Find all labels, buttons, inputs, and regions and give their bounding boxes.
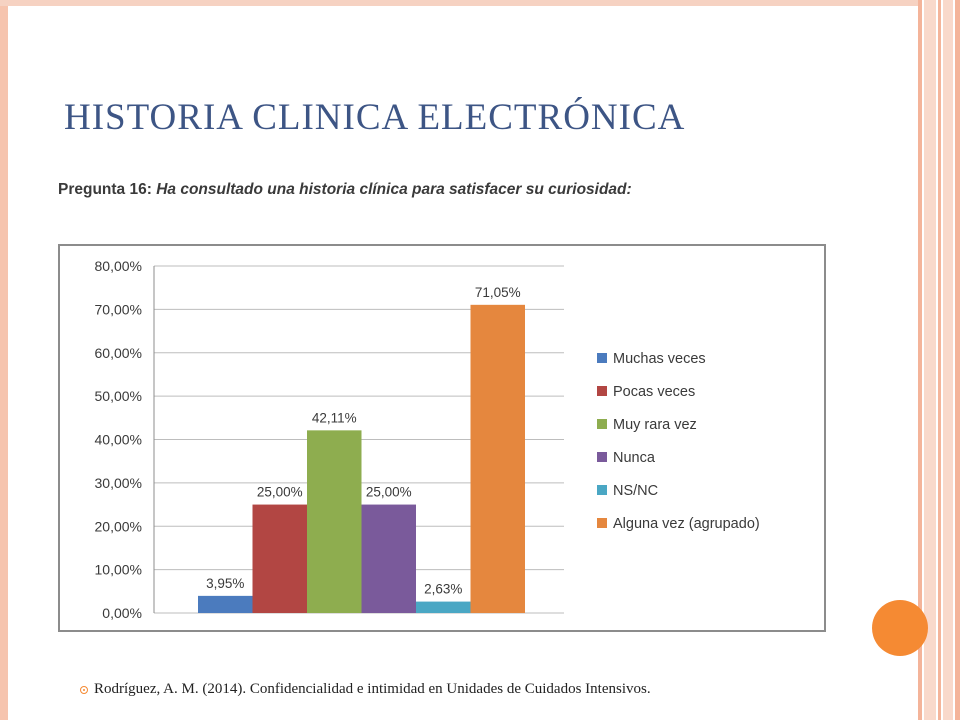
legend-swatch [597, 452, 607, 462]
legend-label: Muchas veces [613, 351, 706, 367]
question-line: Pregunta 16: Ha consultado una historia … [58, 181, 632, 199]
data-label: 25,00% [257, 485, 303, 500]
data-label: 2,63% [424, 582, 462, 597]
data-label: 3,95% [206, 576, 244, 591]
y-tick-label: 40,00% [95, 432, 142, 448]
slide-frame-top [0, 0, 920, 6]
decorative-circle [872, 600, 928, 656]
y-tick-label: 10,00% [95, 562, 142, 578]
y-tick-label: 20,00% [95, 518, 142, 534]
data-label: 42,11% [312, 410, 357, 425]
legend-label: Pocas veces [613, 384, 695, 400]
citation-text: Rodríguez, A. M. (2014). Confidencialida… [94, 681, 651, 697]
data-label: 25,00% [366, 485, 412, 500]
legend-swatch [597, 386, 607, 396]
legend-swatch [597, 485, 607, 495]
question-text: Ha consultado una historia clínica para … [156, 181, 632, 198]
y-tick-label: 80,00% [95, 258, 142, 274]
y-tick-label: 50,00% [95, 388, 142, 404]
bar [307, 430, 362, 613]
y-tick-label: 70,00% [95, 301, 142, 317]
bullet-icon [80, 686, 88, 694]
y-tick-label: 0,00% [102, 605, 142, 621]
slide-frame-left [0, 0, 8, 720]
legend-label: NS/NC [613, 483, 658, 499]
legend-swatch [597, 419, 607, 429]
legend-label: Nunca [613, 450, 656, 466]
legend-label: Alguna vez (agrupado) [613, 516, 760, 532]
slide-title: HISTORIA CLINICA ELECTRÓNICA [64, 97, 686, 138]
bar-chart: 0,00% 10,00% 20,00% 30,00% 40,00% 50,00% 60,00… [95, 258, 760, 621]
legend-swatch [597, 518, 607, 528]
footer-citation: Rodríguez, A. M. (2014). Confidencialida… [84, 681, 651, 698]
y-tick-label: 30,00% [95, 475, 142, 491]
legend-label: Muy rara vez [613, 417, 697, 433]
bar [470, 304, 525, 613]
slide-decorative-stripes [918, 0, 960, 720]
bar [416, 601, 471, 613]
question-label: Pregunta 16: [58, 181, 152, 198]
bar [252, 504, 307, 613]
bar [198, 595, 253, 613]
y-tick-label: 60,00% [95, 345, 142, 361]
data-label: 71,05% [475, 285, 521, 300]
legend-swatch [597, 353, 607, 363]
chart-container: 0,00% 10,00% 20,00% 30,00% 40,00% 50,00% 60,00… [58, 244, 826, 632]
bar [361, 504, 416, 613]
